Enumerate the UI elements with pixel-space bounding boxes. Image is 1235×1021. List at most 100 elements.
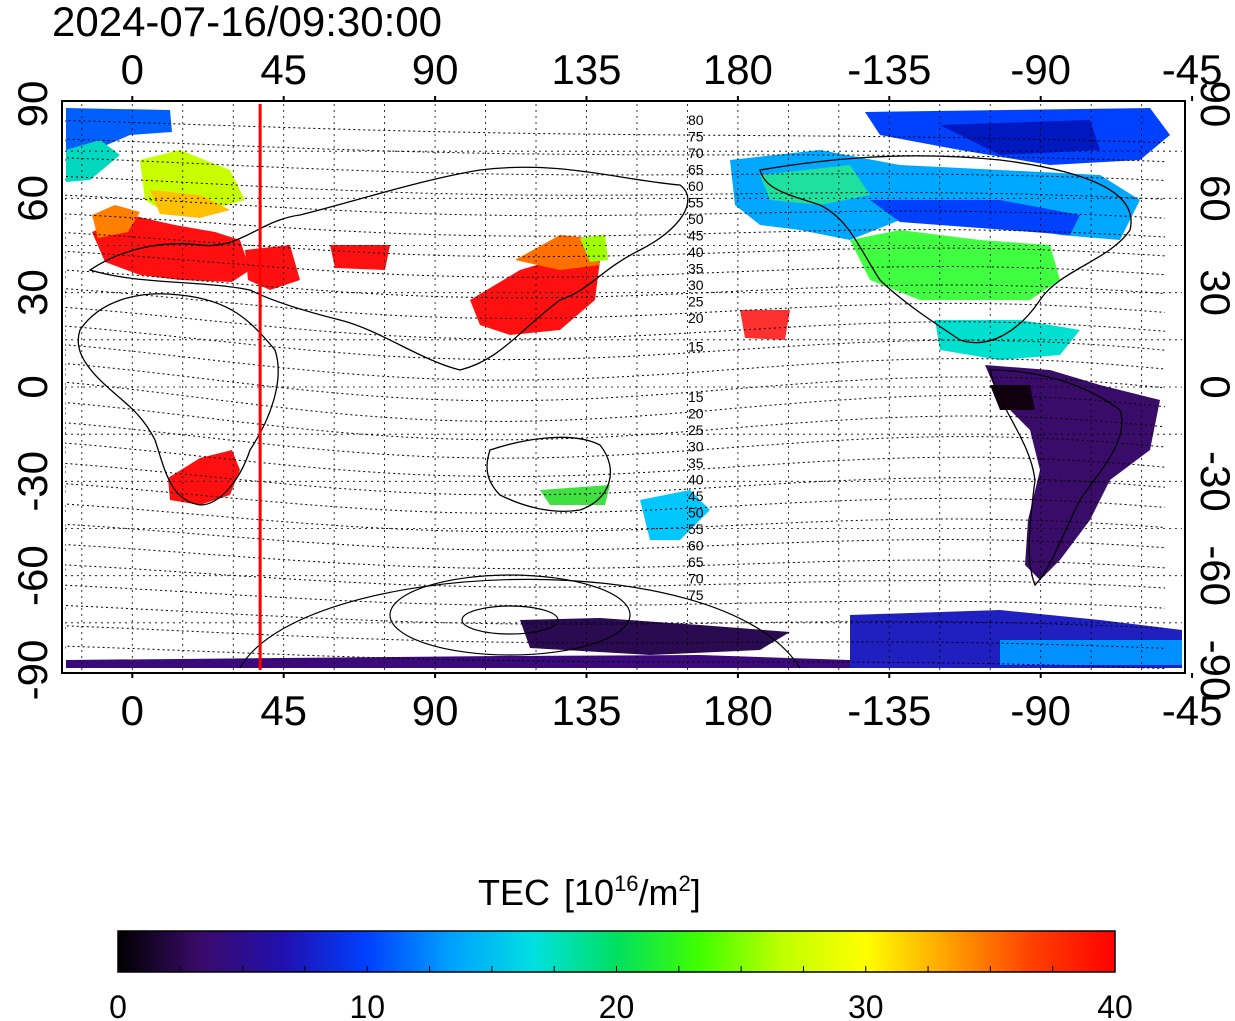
lat-tick-right: 30	[1192, 269, 1235, 316]
lon-tick-top: 45	[260, 46, 307, 93]
contour-line	[65, 604, 1166, 629]
south-pole-contours	[239, 574, 801, 669]
tec-region-japan-northeast	[580, 235, 608, 262]
tec-region-scandinavia-south	[150, 190, 230, 218]
contour-line	[65, 645, 1166, 670]
contour-line	[65, 157, 1166, 181]
contour-line	[65, 232, 1166, 258]
lon-tick-bottom: -90	[1010, 687, 1071, 734]
colorbar-tick-label: 10	[349, 989, 385, 1021]
tec-region-south-america-west	[990, 385, 1035, 410]
colorbar-gradient	[117, 930, 1116, 973]
coast-south-america	[989, 369, 1123, 587]
lat-tick-right: -30	[1192, 451, 1235, 512]
lon-tick-top: -90	[1010, 46, 1071, 93]
contour-line	[65, 213, 1166, 238]
contour-label: 55	[688, 521, 704, 537]
colorbar-title: TEC [1016/m2]	[478, 871, 701, 913]
contour-line	[65, 544, 1166, 570]
tec-region-usa	[850, 230, 1060, 300]
contour-labels: 8075706560555045403530252015152025303540…	[688, 112, 704, 603]
contour-label: 20	[688, 310, 704, 326]
contour-line	[65, 442, 1166, 478]
lat-tick-right: -60	[1192, 545, 1235, 606]
lon-tick-bottom: 0	[121, 687, 144, 734]
contour-line	[65, 344, 1166, 381]
lon-tick-top: 180	[703, 46, 773, 93]
tec-region-greenland-tip	[66, 140, 120, 182]
contour-line	[65, 119, 1166, 144]
contour-label: 75	[688, 587, 704, 603]
contour-label: 60	[688, 538, 704, 554]
lat-tick-left: 90	[9, 81, 56, 128]
lat-tick-left: -90	[9, 640, 56, 701]
lon-tick-top: 90	[412, 46, 459, 93]
lat-tick-left: 0	[9, 375, 56, 398]
contour-line	[65, 625, 1166, 649]
contour-label: 75	[688, 129, 704, 145]
contour-label: 25	[688, 422, 704, 438]
lat-tick-left: 30	[9, 269, 56, 316]
tec-region-hawaii	[740, 310, 790, 340]
contour-line	[65, 138, 1166, 163]
contour-label: 80	[688, 112, 704, 128]
contour-label: 40	[688, 472, 704, 488]
tec-region-middle-east	[245, 245, 300, 290]
lon-tick-bottom: 180	[703, 687, 773, 734]
contour-label: 45	[688, 488, 704, 504]
contour-label: 15	[688, 389, 704, 405]
lat-tick-left: -60	[9, 545, 56, 606]
lat-tick-right: 0	[1192, 375, 1235, 398]
coastlines	[77, 155, 1132, 587]
contour-line	[65, 462, 1166, 496]
contour-line	[65, 175, 1166, 200]
lon-tick-top: 0	[121, 46, 144, 93]
lon-tick-bottom: -135	[847, 687, 931, 734]
colorbar-tick-label: 20	[599, 989, 635, 1021]
map-panel: 8075706560555045403530252015152025303540…	[9, 46, 1235, 734]
map-grid	[65, 104, 1182, 670]
contour-label: 25	[688, 294, 704, 310]
tec-data-layer	[66, 108, 1182, 668]
lat-axis-left: 90 60 30 0 -30 -60 -90	[9, 81, 56, 701]
contour-line	[65, 523, 1166, 551]
tec-region-antarctic-far-east	[1000, 640, 1182, 665]
lon-axis-bottom: 0 45 90 135 180 -135 -90 -45	[121, 673, 1222, 734]
contour-line	[65, 250, 1166, 278]
coast-eurasia	[88, 166, 689, 371]
contour-label: 50	[688, 211, 704, 227]
colorbar-tick-label: 30	[848, 989, 884, 1021]
contour-label: 60	[688, 178, 704, 194]
contour-label: 35	[688, 455, 704, 471]
contour-line	[65, 564, 1166, 589]
colorbar: TEC [1016/m2] 0 10 20 30 40	[109, 871, 1133, 1021]
contour-line	[65, 584, 1166, 609]
lat-axis-right: 90 60 30 0 -30 -60 -90	[1192, 81, 1235, 701]
tec-region-europe	[92, 215, 250, 282]
lon-axis-top: 0 45 90 135 180 -135 -90 -45	[121, 46, 1222, 101]
tec-region-east-asia	[470, 255, 600, 335]
magnetic-contours	[65, 119, 1166, 670]
lat-tick-right: -90	[1192, 640, 1235, 701]
lon-tick-bottom: 90	[412, 687, 459, 734]
colorbar-tick-label: 40	[1097, 989, 1133, 1021]
contour-label: 70	[688, 571, 704, 587]
lon-tick-top: -135	[847, 46, 931, 93]
contour-label: 35	[688, 261, 704, 277]
lat-tick-left: -30	[9, 451, 56, 512]
contour-label: 65	[688, 554, 704, 570]
map-frame	[61, 100, 1186, 674]
coast-australia	[486, 436, 611, 512]
contour-line	[65, 325, 1166, 361]
lat-tick-right: 60	[1192, 175, 1235, 222]
contour-label: 20	[688, 406, 704, 422]
lon-tick-bottom: 45	[260, 687, 307, 734]
coast-africa	[77, 293, 279, 506]
contour-label: 45	[688, 228, 704, 244]
contour-line	[65, 194, 1166, 219]
contour-line	[65, 306, 1166, 340]
timestamp: 2024-07-16/09:30:00	[52, 0, 442, 45]
tec-region-antarctic-south	[66, 655, 850, 668]
contour-label: 65	[688, 162, 704, 178]
